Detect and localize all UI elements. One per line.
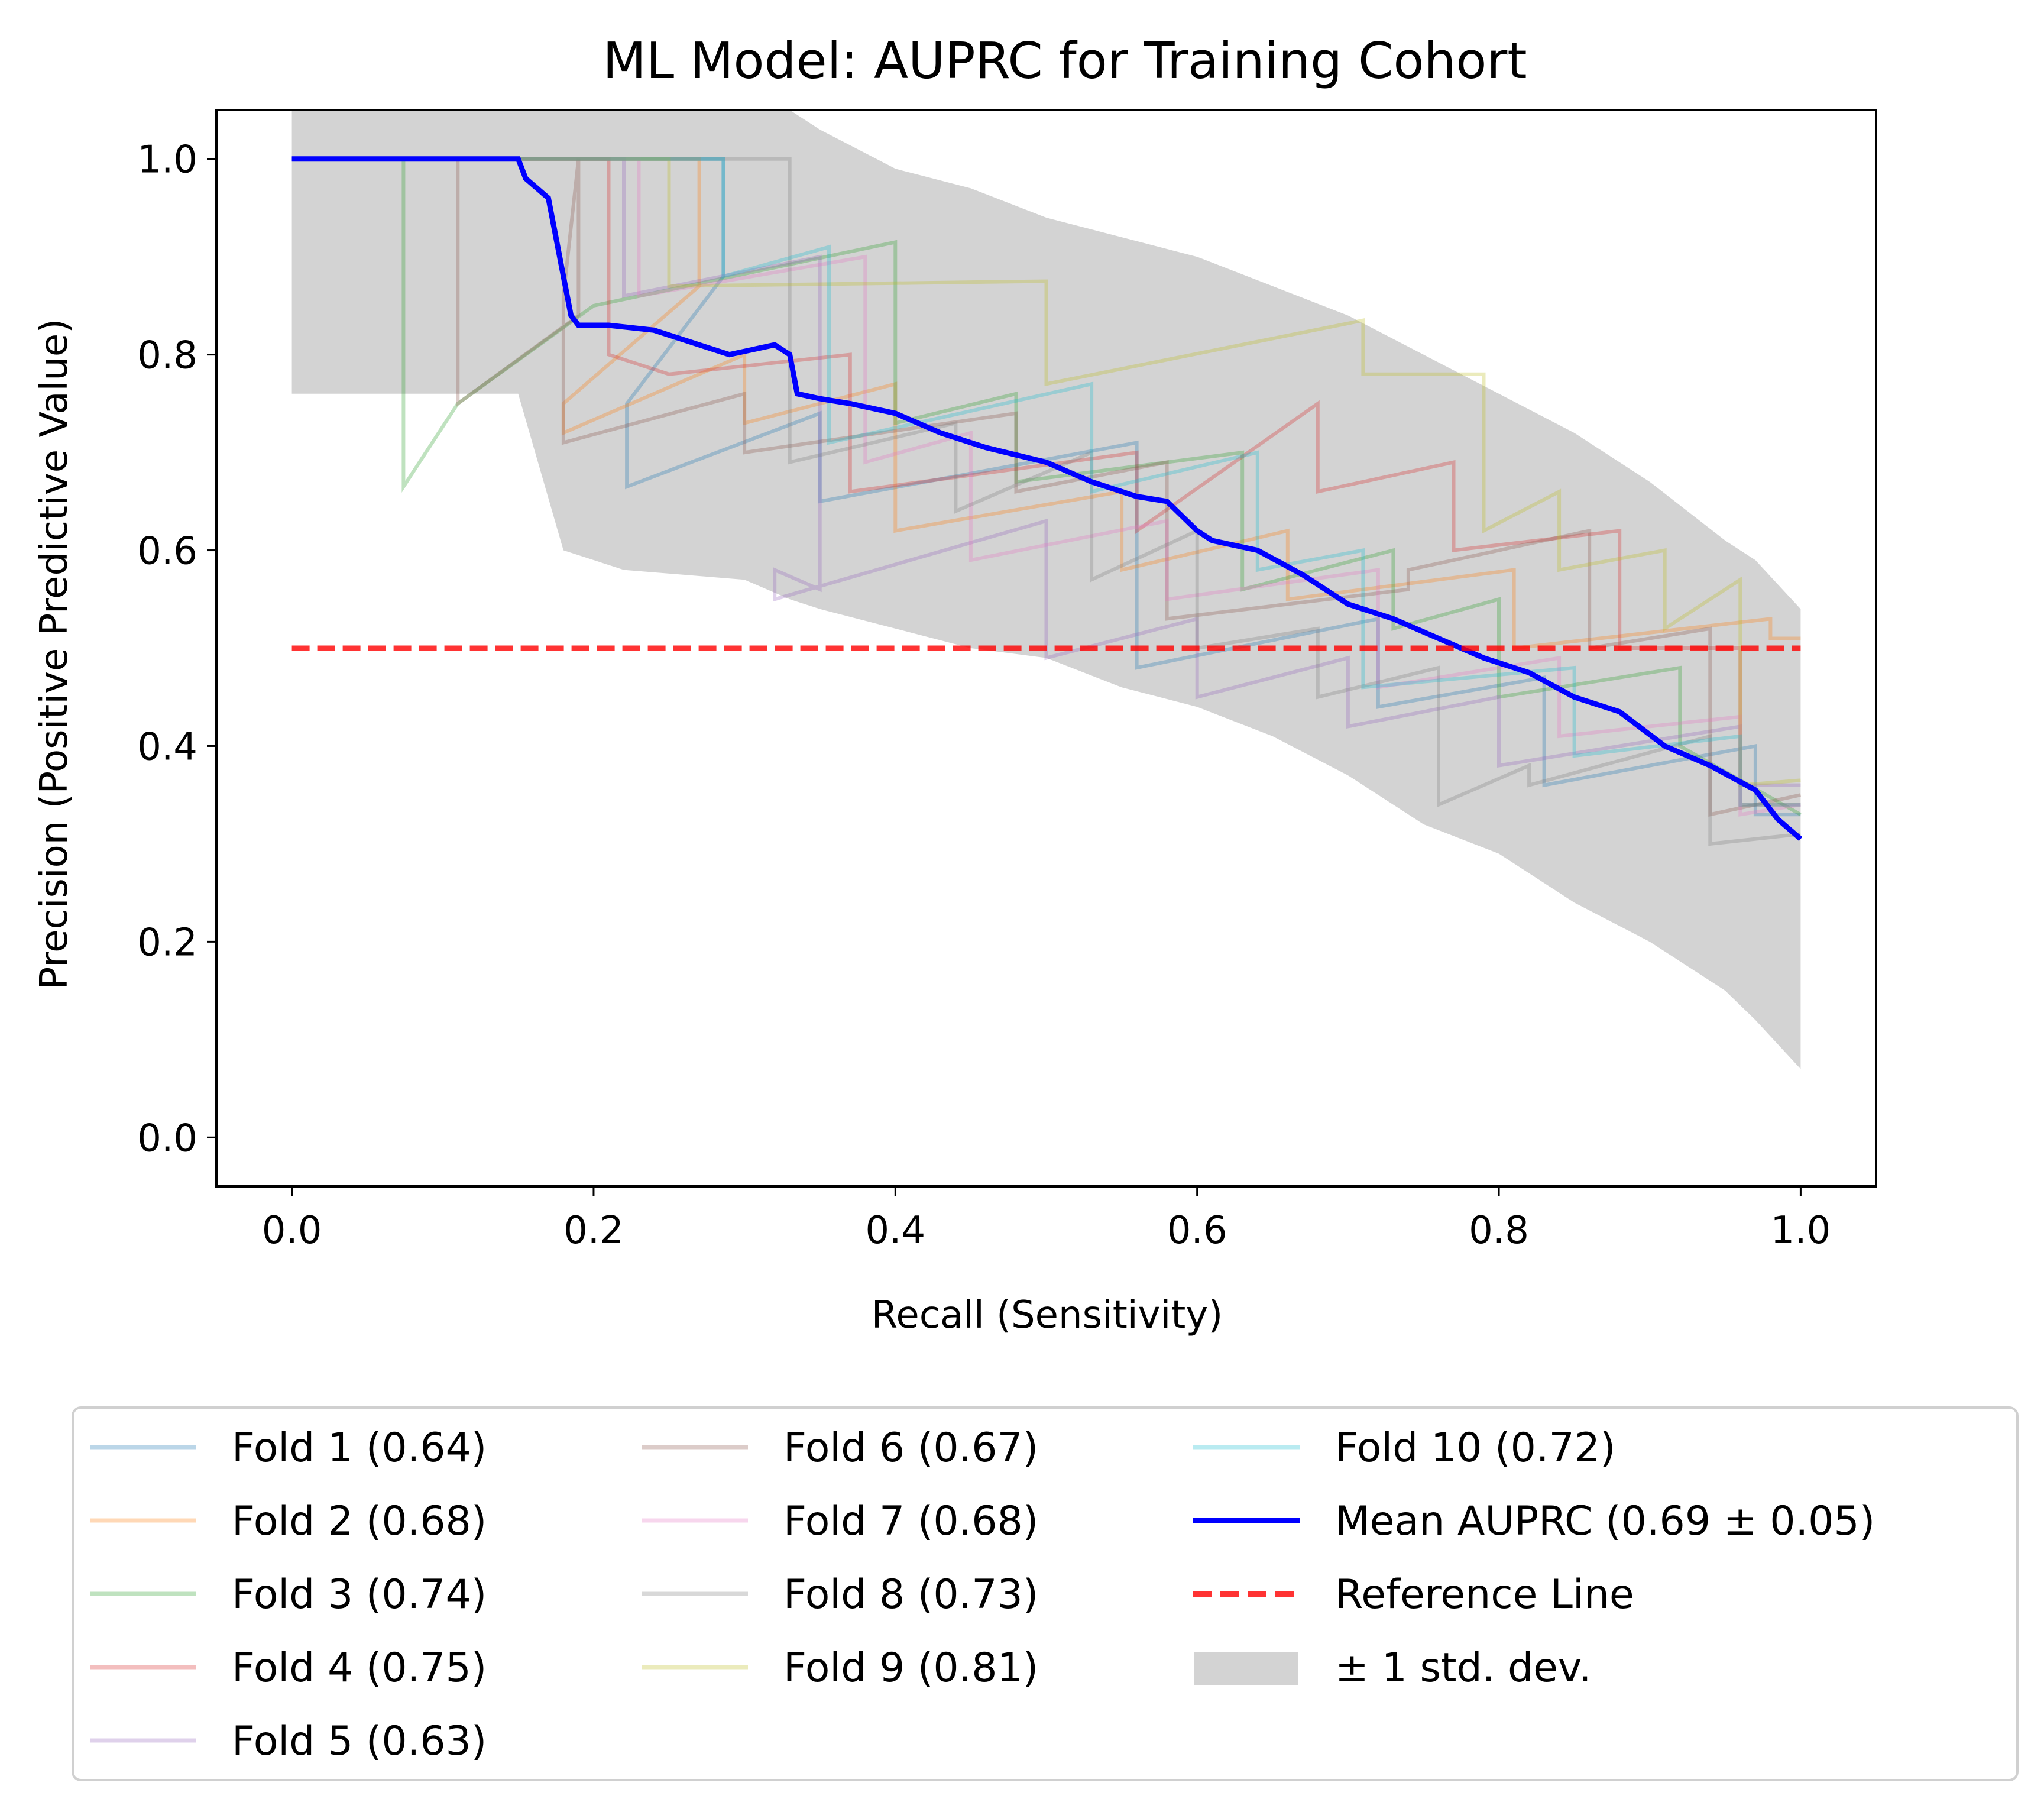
y-tick-label: 0.2 (137, 921, 197, 965)
y-tick-label: 0.6 (137, 530, 197, 574)
legend-label: Fold 2 (0.68) (232, 1498, 487, 1545)
legend-label: Fold 9 (0.81) (783, 1645, 1038, 1691)
fold-line-3 (291, 157, 1802, 816)
fold-line-7 (291, 157, 1801, 817)
legend-label: ± 1 std. dev. (1335, 1645, 1592, 1691)
fold-line-10 (291, 157, 1801, 807)
legend-box (72, 1406, 2019, 1781)
chart-title: ML Model: AUPRC for Training Cohort (602, 32, 1527, 90)
legend-label: Reference Line (1335, 1571, 1634, 1618)
fold-line-4 (291, 157, 1801, 807)
y-axis-label: Precision (Positive Predictive Value) (33, 319, 76, 989)
x-tick-label: 0.6 (1167, 1209, 1227, 1253)
std-dev-band (291, 110, 1801, 1069)
y-tick-label: 1.0 (137, 138, 197, 182)
plot-area: 0.0 0.2 0.4 0.6 0.8 1.0 0.0 0.2 0.4 0.6 0.8 1.0 (137, 109, 1877, 1253)
legend-label: Mean AUPRC (0.69 ± 0.05) (1335, 1498, 1875, 1545)
legend-label: Fold 8 (0.73) (783, 1571, 1038, 1618)
legend: Fold 1 (0.64) Fold 2 (0.68) Fold 3 (0.74) F… (72, 1406, 2019, 1781)
x-tick-label: 0.0 (262, 1209, 322, 1253)
y-tick-label: 0.4 (137, 725, 197, 769)
legend-label: Fold 3 (0.74) (232, 1571, 487, 1618)
legend-label: Fold 7 (0.68) (783, 1498, 1038, 1545)
legend-label: Fold 1 (0.64) (232, 1425, 487, 1471)
fold-line-2 (291, 157, 1801, 651)
plot-frame (215, 109, 1877, 1188)
y-tick-label: 0.0 (137, 1117, 197, 1160)
x-tick-label: 0.8 (1469, 1209, 1529, 1253)
x-tick-label: 0.4 (865, 1209, 925, 1253)
y-tick-label: 0.8 (137, 334, 197, 378)
mean-line (291, 156, 1803, 842)
fold-line-5 (291, 157, 1801, 787)
fold-line-1 (291, 157, 1801, 817)
legend-label: Fold 5 (0.63) (232, 1718, 487, 1765)
legend-label: Fold 6 (0.67) (783, 1425, 1038, 1471)
legend-label: Fold 10 (0.72) (1335, 1425, 1616, 1471)
legend-swatch (1194, 1652, 1298, 1685)
x-tick-label: 1.0 (1771, 1209, 1831, 1253)
fold-line-9 (291, 157, 1801, 787)
x-tick-label: 0.2 (563, 1209, 624, 1253)
x-axis-label: Recall (Sensitivity) (872, 1293, 1223, 1337)
plot-data-layer (291, 110, 1803, 1069)
legend-label: Fold 4 (0.75) (232, 1645, 487, 1691)
